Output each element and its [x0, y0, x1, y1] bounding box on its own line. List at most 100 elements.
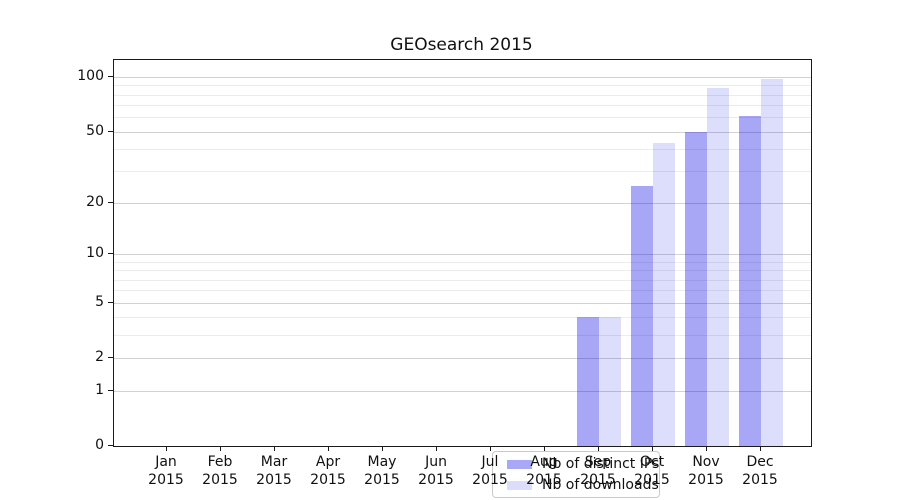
gridline-minor-9 — [114, 261, 811, 263]
gridline-major-10 — [114, 254, 811, 256]
x-tick-mark-jan — [166, 446, 167, 451]
x-tick-year: 2015 — [688, 472, 724, 488]
x-tick-year: 2015 — [634, 472, 670, 488]
x-tick-label-jun: Jun 2015 — [404, 453, 468, 489]
bar-nb-of-distinct-ips-dec — [739, 116, 761, 446]
y-tick-label-50: 50 — [86, 122, 104, 139]
x-tick-year: 2015 — [202, 472, 238, 488]
gridline-major-2 — [114, 358, 811, 360]
x-tick-month: May — [367, 454, 397, 470]
x-tick-year: 2015 — [580, 472, 616, 488]
bar-nb-of-distinct-ips-nov — [685, 131, 707, 446]
bar-nb-of-downloads-dec — [761, 78, 783, 446]
chart-title: GEOsearch 2015 — [390, 35, 533, 55]
x-tick-label-oct: Oct 2015 — [620, 453, 684, 489]
x-tick-year: 2015 — [472, 472, 508, 488]
x-tick-month: Mar — [260, 454, 288, 470]
y-tick-mark-20 — [108, 201, 113, 203]
x-tick-mark-feb — [220, 446, 221, 451]
x-tick-mark-aug — [544, 446, 545, 451]
x-tick-year: 2015 — [310, 472, 346, 488]
gridline-minor-70 — [114, 105, 811, 107]
x-tick-month: Jun — [425, 454, 447, 470]
plot-area: Nb of distinct IPs Nb of downloads — [113, 59, 812, 498]
x-tick-label-jan: Jan 2015 — [134, 453, 198, 489]
y-tick-label-20: 20 — [86, 193, 104, 210]
x-tick-year: 2015 — [526, 472, 562, 488]
y-tick-label-2: 2 — [95, 349, 104, 366]
bar-nb-of-downloads-oct — [653, 143, 675, 446]
gridline-minor-30 — [114, 171, 811, 173]
gridline-major-50 — [114, 131, 811, 133]
x-tick-year: 2015 — [418, 472, 454, 488]
bar-nb-of-distinct-ips-oct — [631, 185, 653, 446]
x-tick-month: Oct — [639, 454, 665, 470]
x-tick-label-may: May 2015 — [350, 453, 414, 489]
gridline-minor-90 — [114, 85, 811, 87]
y-tick-mark-5 — [108, 301, 113, 303]
gridline-major-1 — [114, 390, 811, 392]
y-tick-label-10: 10 — [86, 245, 104, 262]
gridline-major-20 — [114, 202, 811, 204]
legend-swatch-downloads — [507, 480, 532, 490]
x-tick-mark-jul — [490, 446, 491, 451]
bar-nb-of-downloads-nov — [707, 88, 729, 446]
legend-item-distinct-ips: Nb of distinct IPs — [501, 456, 659, 472]
y-tick-mark-50 — [108, 130, 113, 132]
y-tick-label-0: 0 — [95, 437, 104, 453]
x-tick-label-mar: Mar 2015 — [242, 453, 306, 489]
x-tick-mark-sep — [598, 446, 599, 451]
y-tick-label-100: 100 — [77, 68, 104, 84]
x-tick-mark-nov — [706, 446, 707, 451]
x-tick-year: 2015 — [256, 472, 292, 488]
y-tick-mark-0 — [108, 445, 113, 446]
x-tick-mark-may — [382, 446, 383, 451]
gridline-minor-60 — [114, 117, 811, 119]
gridline-minor-4 — [114, 317, 811, 319]
x-tick-month: Nov — [692, 454, 720, 470]
x-tick-label-jul: Jul 2015 — [458, 453, 522, 489]
x-tick-month: Jul — [481, 454, 499, 470]
x-tick-label-apr: Apr 2015 — [296, 453, 360, 489]
x-tick-mark-dec — [760, 446, 761, 451]
bar-nb-of-distinct-ips-sep — [577, 317, 599, 446]
x-tick-label-feb: Feb 2015 — [188, 453, 252, 489]
x-tick-label-aug: Aug 2015 — [512, 453, 576, 489]
legend-swatch-distinct-ips — [507, 459, 532, 469]
x-tick-label-dec: Dec 2015 — [728, 453, 792, 489]
gridline-major-100 — [114, 77, 811, 78]
x-tick-month: Jan — [155, 454, 177, 470]
x-tick-year: 2015 — [148, 472, 184, 488]
legend-label-distinct-ips: Nb of distinct IPs — [542, 456, 660, 472]
y-tick-label-1: 1 — [95, 381, 104, 398]
bar-nb-of-downloads-sep — [599, 317, 621, 446]
gridline-major-5 — [114, 302, 811, 304]
x-tick-label-nov: Nov 2015 — [674, 453, 738, 489]
legend: Nb of distinct IPs Nb of downloads — [492, 451, 660, 498]
gridline-minor-80 — [114, 94, 811, 96]
y-tick-mark-2 — [108, 357, 113, 359]
x-tick-mark-jun — [436, 446, 437, 451]
x-tick-month: Dec — [746, 454, 774, 470]
gridline-minor-3 — [114, 335, 811, 337]
gridline-minor-6 — [114, 290, 811, 292]
x-tick-month: Aug — [530, 454, 558, 470]
y-tick-mark-10 — [108, 253, 113, 255]
legend-item-downloads: Nb of downloads — [501, 477, 659, 493]
x-tick-month: Apr — [315, 454, 341, 470]
gridline-minor-40 — [114, 149, 811, 151]
x-tick-mark-mar — [274, 446, 275, 451]
x-tick-month: Sep — [584, 454, 612, 470]
x-tick-mark-apr — [328, 446, 329, 451]
legend-label-downloads: Nb of downloads — [542, 477, 659, 493]
x-tick-year: 2015 — [364, 472, 400, 488]
x-tick-month: Feb — [207, 454, 233, 470]
gridline-minor-7 — [114, 279, 811, 281]
gridline-minor-8 — [114, 270, 811, 272]
y-tick-mark-100 — [108, 76, 113, 77]
y-tick-mark-1 — [108, 389, 113, 391]
x-tick-label-sep: Sep 2015 — [566, 453, 630, 489]
x-tick-year: 2015 — [742, 472, 778, 488]
y-tick-label-5: 5 — [95, 293, 104, 310]
